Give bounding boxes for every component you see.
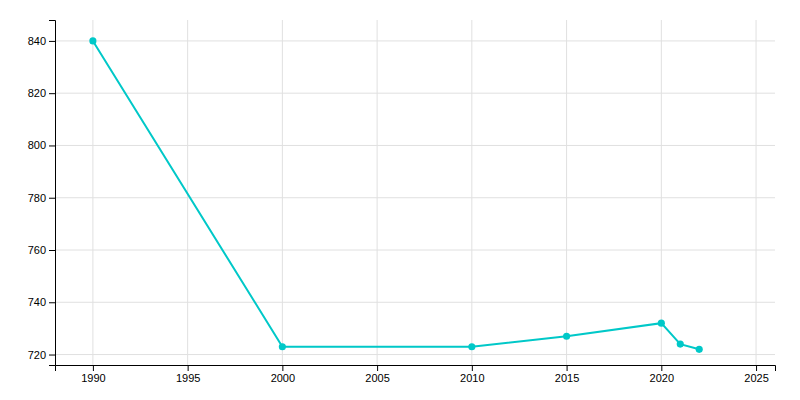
tick: 2015	[555, 365, 579, 384]
tick-label: 2010	[460, 372, 484, 384]
series	[89, 37, 702, 353]
grid	[55, 20, 775, 365]
grid-line	[377, 20, 378, 365]
tick-mark	[661, 365, 662, 371]
grid-line	[55, 145, 775, 146]
chart: 1990 1995 2000 2005 2010 2015 2020 2025 720 740 76…	[0, 0, 800, 400]
tick-label: 1990	[81, 372, 105, 384]
grid-line	[55, 40, 775, 41]
grid-line	[92, 20, 93, 365]
grid-line	[55, 93, 775, 94]
grid-line	[55, 250, 775, 251]
plot-area: 1990 1995 2000 2005 2010 2015 2020 2025 720 740 76…	[28, 20, 776, 384]
grid-line	[566, 20, 567, 365]
tick-label: 2020	[650, 372, 674, 384]
tick-mark	[756, 365, 757, 371]
tick-mark	[188, 365, 189, 371]
tick-mark	[472, 365, 473, 371]
grid-line	[55, 302, 775, 303]
tick-mark	[93, 365, 94, 371]
tick-label: 720	[28, 349, 46, 361]
tick: 2025	[744, 365, 768, 384]
axis-line	[49, 21, 56, 366]
grid-line	[661, 20, 662, 365]
tick-label: 2025	[744, 372, 768, 384]
tick-mark	[49, 145, 55, 146]
tick: 820	[28, 87, 55, 99]
marker	[279, 343, 286, 350]
tick-label: 760	[28, 244, 46, 256]
grid-line	[282, 20, 283, 365]
tick-label: 2005	[365, 372, 389, 384]
tick-mark	[282, 365, 283, 371]
marker	[696, 346, 703, 353]
marker	[563, 333, 570, 340]
axis-line	[56, 366, 776, 372]
tick-mark	[49, 302, 55, 303]
tick-label: 840	[28, 35, 46, 47]
tick: 2005	[365, 365, 389, 384]
tick-mark	[49, 355, 55, 356]
tick: 2020	[650, 365, 674, 384]
marker	[468, 343, 475, 350]
tick: 800	[28, 139, 55, 151]
tick-label: 800	[28, 139, 46, 151]
x-axis: 1990 1995 2000 2005 2010 2015 2020 2025	[56, 365, 776, 384]
grid-line	[471, 20, 472, 365]
tick: 780	[28, 192, 55, 204]
grid-line	[756, 20, 757, 365]
tick-label: 820	[28, 87, 46, 99]
tick-label: 1995	[176, 372, 200, 384]
tick-label: 780	[28, 192, 46, 204]
tick: 2010	[460, 365, 484, 384]
grid-line	[55, 197, 775, 198]
tick-mark	[49, 198, 55, 199]
tick-label: 2015	[555, 372, 579, 384]
tick: 720	[28, 349, 55, 361]
tick: 840	[28, 35, 55, 47]
tick-mark	[49, 41, 55, 42]
tick: 740	[28, 296, 55, 308]
tick: 1995	[176, 365, 200, 384]
tick: 1990	[81, 365, 105, 384]
tick-mark	[567, 365, 568, 371]
tick: 760	[28, 244, 55, 256]
tick-mark	[377, 365, 378, 371]
marker	[658, 320, 665, 327]
line	[93, 41, 699, 349]
tick-mark	[49, 250, 55, 251]
marker	[89, 37, 96, 44]
grid-line	[55, 354, 775, 355]
tick-label: 740	[28, 296, 46, 308]
marker	[677, 341, 684, 348]
y-axis: 720 740 760 780 800 820 840	[28, 21, 56, 366]
tick-mark	[49, 93, 55, 94]
tick-label: 2000	[271, 372, 295, 384]
tick: 2000	[271, 365, 295, 384]
